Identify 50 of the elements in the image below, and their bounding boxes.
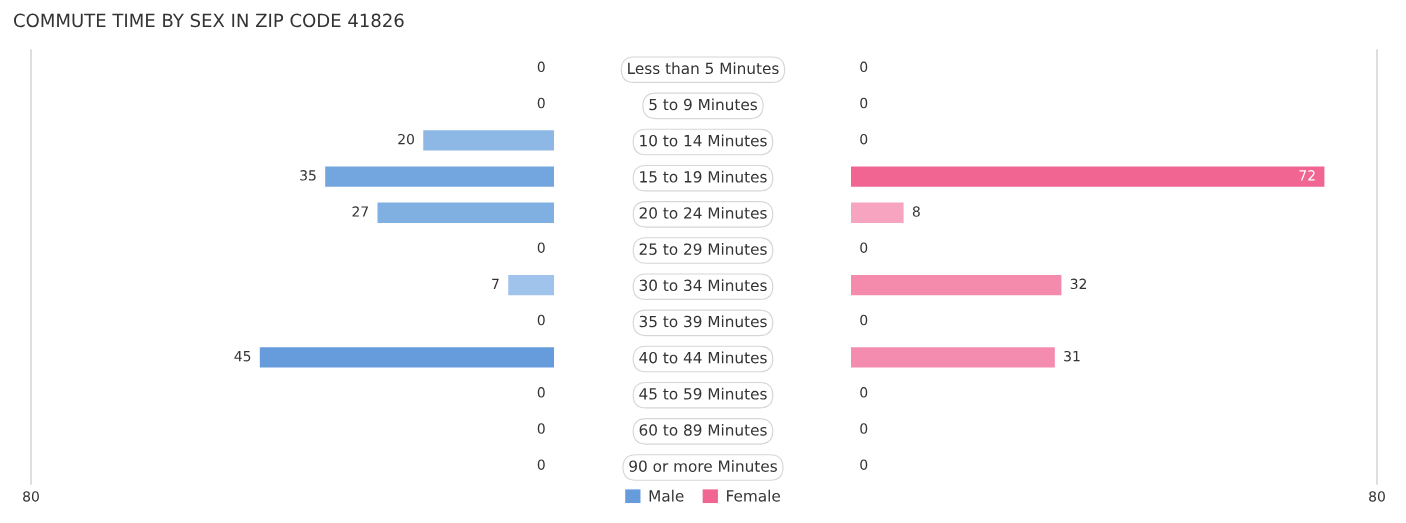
data-label: 0	[537, 61, 545, 73]
y-tick-label: 35 to 39 Minutes	[639, 315, 767, 328]
bar	[325, 166, 554, 187]
data-label: 0	[860, 242, 868, 253]
y-tick-label: Less than 5 Minutes	[628, 62, 779, 75]
data-label: 0	[860, 97, 868, 109]
bar	[851, 202, 904, 223]
data-label: 0	[537, 387, 545, 398]
x-tick-label: 80	[23, 491, 39, 502]
data-label: 0	[537, 459, 545, 470]
bar	[851, 274, 1062, 296]
data-label: 0	[537, 423, 545, 434]
bar	[259, 347, 554, 368]
data-label: 0	[537, 97, 545, 109]
bar	[377, 202, 554, 223]
data-label: 0	[537, 314, 545, 326]
data-label: 0	[860, 133, 868, 145]
data-label: 27	[352, 206, 368, 217]
y-tick-label: 30 to 34 Minutes	[639, 279, 767, 292]
data-label: 31	[1064, 350, 1080, 362]
y-tick-label: 15 to 19 Minutes	[640, 170, 767, 183]
data-label: 0	[860, 459, 868, 470]
legend-label: Female	[727, 489, 780, 502]
data-label: 8	[912, 206, 920, 217]
data-label: 32	[1070, 278, 1087, 290]
data-label: 0	[860, 61, 868, 73]
y-tick-label: 20 to 24 Minutes	[639, 206, 767, 219]
data-label: 45	[234, 351, 251, 362]
chart-title: COMMUTE TIME BY SEX IN ZIP CODE 41826	[14, 13, 404, 28]
y-tick-label: 60 to 89 Minutes	[639, 423, 767, 436]
data-label: 72	[1299, 170, 1315, 181]
data-label: 0	[860, 387, 868, 398]
bar	[423, 130, 554, 151]
bar	[851, 347, 1055, 368]
y-tick-label: 45 to 59 Minutes	[639, 387, 767, 400]
legend-label: Male	[649, 489, 684, 502]
y-tick-label: 10 to 14 Minutes	[640, 134, 767, 147]
y-tick-label: 40 to 44 Minutes	[639, 351, 767, 364]
data-label: 0	[860, 314, 868, 326]
data-label: 0	[537, 242, 545, 253]
x-tick-label: 80	[1369, 491, 1385, 502]
bar	[851, 166, 1325, 187]
data-label: 7	[492, 278, 499, 289]
bar	[508, 274, 554, 296]
data-label: 35	[300, 170, 316, 181]
data-label: 0	[860, 423, 868, 434]
y-tick-label: 90 or more Minutes	[629, 460, 777, 472]
data-label: 20	[398, 133, 414, 145]
y-tick-label: 25 to 29 Minutes	[639, 243, 767, 255]
y-tick-label: 5 to 9 Minutes	[649, 98, 757, 111]
